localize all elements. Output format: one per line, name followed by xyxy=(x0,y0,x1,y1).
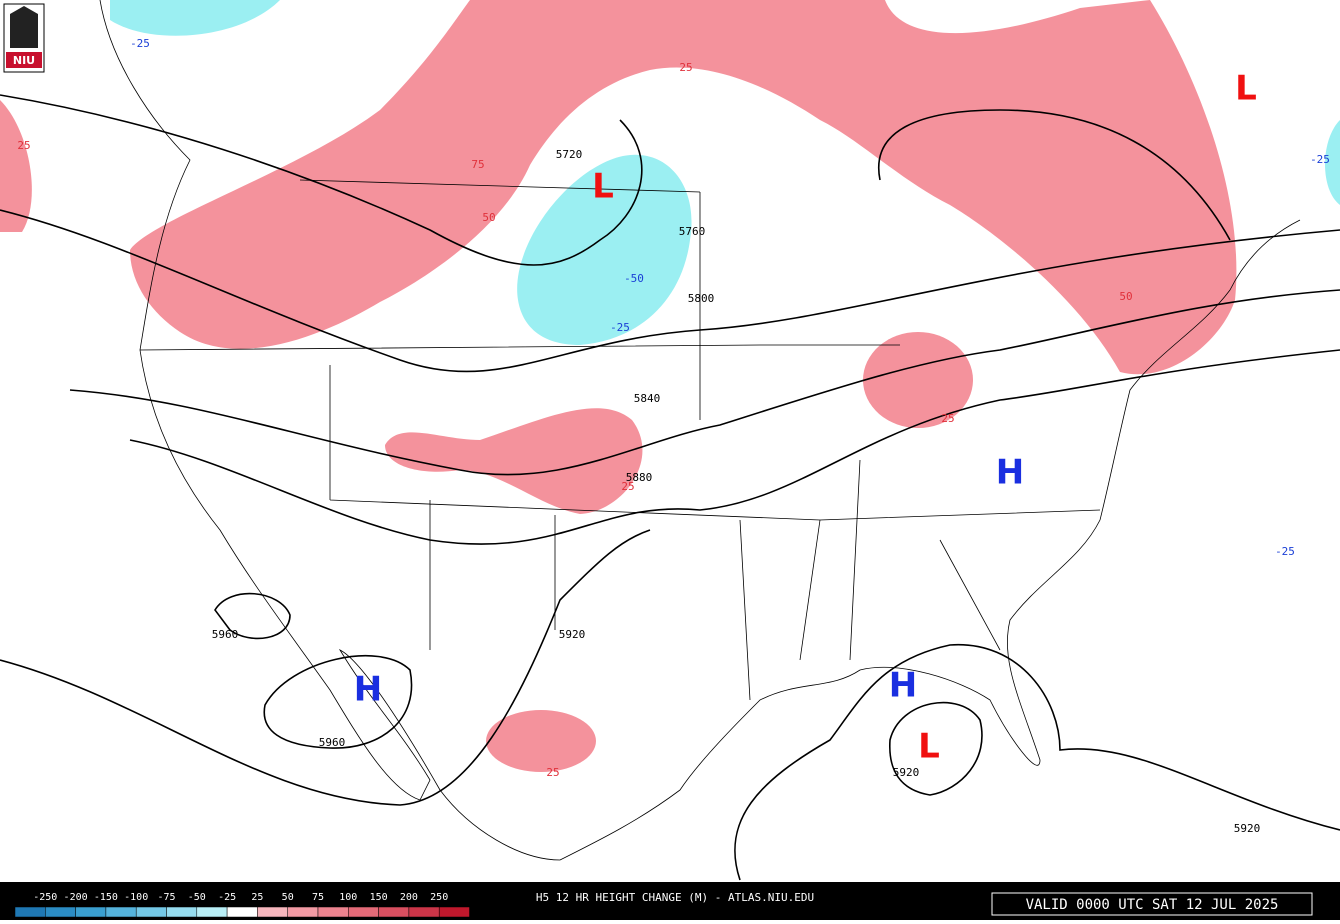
change-label: 25 xyxy=(621,480,634,493)
height-label: 5760 xyxy=(679,225,706,238)
logo: NIU xyxy=(3,3,45,73)
height-label: 5720 xyxy=(556,148,583,161)
contour-line xyxy=(214,592,291,640)
valid-time: VALID 0000 UTC SAT 12 JUL 2025 xyxy=(1026,897,1279,913)
height-label: 5840 xyxy=(634,392,661,405)
colorbar-label: -50 xyxy=(188,892,206,903)
colorbar-swatch xyxy=(378,906,410,918)
colorbar-swatch xyxy=(226,906,258,918)
change-label: 25 xyxy=(17,139,30,152)
height-label: 5880 xyxy=(626,471,653,484)
labels: 5720 5760 5800 5840 5880 5920 5960 5960 5920 5920… xyxy=(17,37,1330,835)
colorbar-swatch xyxy=(14,906,46,918)
change-label: 25 xyxy=(941,412,954,425)
borders xyxy=(99,0,1301,861)
colorbar-swatch xyxy=(45,906,76,918)
colorbar-label: 200 xyxy=(400,892,418,903)
colorbar-label: -250 xyxy=(33,892,57,903)
valid-box xyxy=(991,892,1313,916)
change-label: 50 xyxy=(482,211,495,224)
colorbar-label: -100 xyxy=(124,892,148,903)
contour-line xyxy=(263,655,413,749)
low-center: L xyxy=(592,167,614,207)
change-label: -25 xyxy=(610,321,630,334)
contour-line xyxy=(69,289,1340,476)
height-label: 5960 xyxy=(319,736,346,749)
height-label: 5920 xyxy=(559,628,586,641)
change-label: -25 xyxy=(1275,545,1295,558)
change-label: 25 xyxy=(546,766,559,779)
contour-line xyxy=(0,529,651,806)
contour-line xyxy=(877,109,1231,241)
colorbar-label: 50 xyxy=(282,892,294,903)
change-label: 25 xyxy=(679,61,692,74)
low-center: L xyxy=(918,727,940,767)
positive-area xyxy=(385,408,643,514)
colorbar-swatch xyxy=(408,906,440,918)
colorbar-swatch xyxy=(135,906,167,918)
colorbar-swatch xyxy=(166,906,198,918)
colorbar-label: 250 xyxy=(430,892,448,903)
colorbar-swatch xyxy=(438,906,470,918)
low-center: L xyxy=(1235,69,1257,109)
colorbar-label: -200 xyxy=(64,892,88,903)
colorbar-swatch xyxy=(75,906,107,918)
contour-line xyxy=(889,701,983,796)
high-center: H xyxy=(354,670,382,710)
colorbar-label: 25 xyxy=(251,892,263,903)
colorbar-swatch xyxy=(317,906,349,918)
height-label: 5920 xyxy=(1234,822,1261,835)
logo-band xyxy=(6,52,42,68)
high-center: H xyxy=(889,666,917,706)
negative-area xyxy=(110,0,280,36)
contour-line xyxy=(129,349,1340,545)
contour-line xyxy=(0,94,643,266)
colorbar-label: -75 xyxy=(157,892,175,903)
colorbar-swatch xyxy=(287,906,319,918)
colorbar-swatch xyxy=(105,906,137,918)
negative-area xyxy=(517,154,692,345)
positive-area xyxy=(486,710,596,772)
positive-area xyxy=(130,0,1237,375)
colorbar-label: 100 xyxy=(339,892,357,903)
logo-text: NIU xyxy=(13,54,35,67)
colorbar-label: 150 xyxy=(370,892,388,903)
colorbar-label: -25 xyxy=(218,892,236,903)
coastline xyxy=(99,0,1301,861)
change-label: -25 xyxy=(1310,153,1330,166)
colorbar-label: -150 xyxy=(94,892,118,903)
height-label: 5920 xyxy=(893,766,920,779)
positive-area xyxy=(0,100,32,232)
contour-line xyxy=(734,644,1340,881)
height-label: 5960 xyxy=(212,628,239,641)
height-change-shading xyxy=(0,0,1340,772)
logo-building xyxy=(10,6,38,48)
colorbar-swatch xyxy=(257,906,288,918)
height-label: 5800 xyxy=(688,292,715,305)
change-label: -25 xyxy=(130,37,150,50)
footer-title: H5 12 HR HEIGHT CHANGE (M) - ATLAS.NIU.E… xyxy=(536,891,814,904)
high-center: H xyxy=(996,453,1024,493)
change-label: -50 xyxy=(624,272,644,285)
positive-area xyxy=(863,332,973,428)
state-borders xyxy=(139,179,1101,701)
height-contours xyxy=(0,94,1340,881)
colorbar-swatch xyxy=(196,906,228,918)
colorbar-swatch xyxy=(348,906,379,918)
change-label: 50 xyxy=(1119,290,1132,303)
colorbar-label: 75 xyxy=(312,892,324,903)
change-label: 75 xyxy=(471,158,484,171)
negative-area xyxy=(1325,120,1340,205)
contour-line xyxy=(0,209,1340,373)
